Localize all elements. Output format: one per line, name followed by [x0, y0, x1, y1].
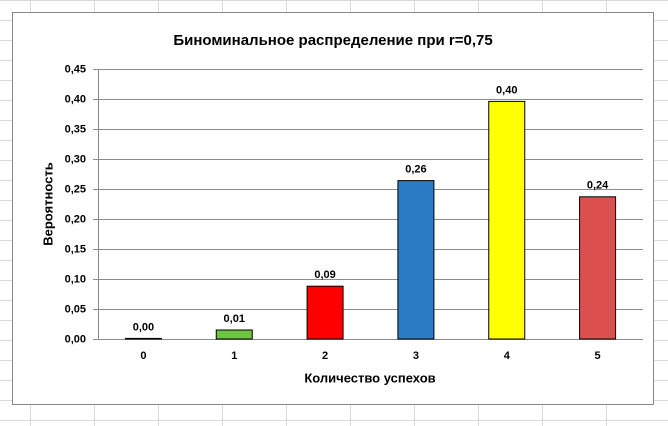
bar [215, 329, 253, 340]
data-label: 0,09 [314, 269, 335, 281]
y-tick-label: 0,15 [65, 243, 86, 255]
x-tick-label: 4 [504, 350, 511, 362]
bar [579, 196, 617, 340]
x-tick-label: 2 [322, 350, 328, 362]
data-label: 0,24 [587, 180, 609, 192]
bar [397, 180, 435, 340]
bar [488, 100, 526, 340]
y-tick-label: 0,40 [65, 93, 86, 105]
data-label: 0,40 [496, 84, 517, 96]
chart-area [12, 12, 654, 405]
x-tick-label: 1 [231, 350, 237, 362]
chart-title: Биноминальное распределение при r=0,75 [173, 32, 492, 49]
bar [124, 337, 162, 340]
y-tick-label: 0,10 [65, 273, 86, 285]
x-tick-label: 5 [595, 350, 601, 362]
data-label: 0,00 [133, 321, 154, 333]
x-tick-label: 3 [413, 350, 419, 362]
data-label: 0,01 [224, 313, 245, 325]
y-tick-label: 0,35 [65, 123, 86, 135]
data-label: 0,26 [405, 164, 426, 176]
y-tick-label: 0,00 [65, 333, 86, 345]
y-tick-label: 0,45 [65, 63, 86, 75]
y-tick-label: 0,25 [65, 183, 86, 195]
y-tick-label: 0,30 [65, 153, 86, 165]
y-tick-label: 0,20 [65, 213, 86, 225]
y-axis-label: Вероятность [40, 162, 55, 246]
bar [306, 285, 344, 340]
x-axis-label: Количество успехов [304, 370, 435, 385]
x-tick-label: 0 [140, 350, 146, 362]
y-tick-label: 0,05 [65, 303, 86, 315]
